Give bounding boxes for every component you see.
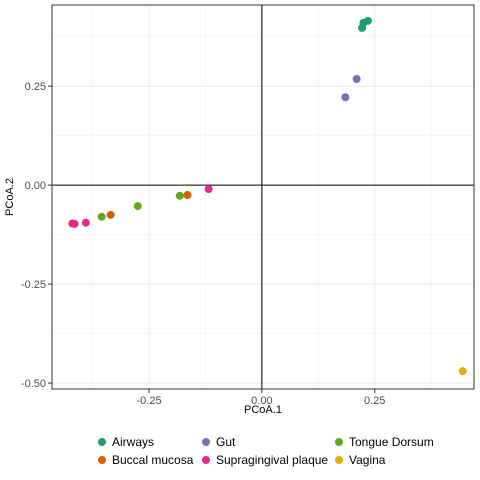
- reference-lines: [52, 5, 474, 389]
- legend-label: Airways: [112, 435, 154, 449]
- axis-ticks: -0.25 0.00 0.25 -0.50 -0.25 0.00 0.25: [21, 81, 385, 407]
- data-point-airways: [358, 23, 367, 32]
- data-point-buccal-mucosa: [183, 191, 192, 200]
- legend-label: Tongue Dorsum: [349, 435, 434, 449]
- panel-border: [51, 4, 475, 390]
- legend-key: [335, 456, 343, 464]
- x-axis-title: PCoA.1: [244, 404, 282, 416]
- y-tick-label: 0.25: [25, 81, 46, 93]
- data-point-gut: [341, 93, 350, 102]
- legend: Airways Buccal mucosa Gut Supragingival pla…: [98, 435, 434, 467]
- y-tick-label: -0.25: [21, 279, 46, 291]
- y-axis-title: PCoA.2: [4, 178, 16, 216]
- data-points: [68, 16, 467, 376]
- data-point-tongue-dorsum: [97, 212, 106, 221]
- data-point-vagina: [458, 367, 467, 376]
- legend-item-vagina: Vagina: [335, 453, 386, 467]
- legend-item-gut: Gut: [202, 435, 236, 449]
- data-point-buccal-mucosa: [106, 210, 115, 219]
- legend-item-airways: Airways: [98, 435, 154, 449]
- legend-key: [98, 438, 106, 446]
- y-tick-label: -0.50: [21, 378, 46, 390]
- data-point-tongue-dorsum: [133, 202, 142, 211]
- data-point-supragingival-plaque: [204, 185, 213, 194]
- legend-label: Supragingival plaque: [216, 453, 328, 467]
- legend-key: [202, 438, 210, 446]
- legend-label: Buccal mucosa: [112, 453, 194, 467]
- data-point-gut: [352, 75, 361, 84]
- legend-key: [98, 456, 106, 464]
- data-point-supragingival-plaque: [68, 219, 77, 228]
- x-tick-label: 0.00: [251, 395, 272, 407]
- data-point-tongue-dorsum: [175, 191, 184, 200]
- legend-item-tongue-dorsum: Tongue Dorsum: [335, 435, 434, 449]
- legend-key: [202, 456, 210, 464]
- x-tick-label: -0.25: [136, 395, 161, 407]
- legend-key: [335, 438, 343, 446]
- x-tick-label: 0.25: [364, 395, 385, 407]
- legend-label: Gut: [216, 435, 236, 449]
- legend-item-supragingival-plaque: Supragingival plaque: [202, 453, 328, 467]
- data-point-supragingival-plaque: [81, 218, 90, 227]
- y-tick-label: 0.00: [25, 180, 46, 192]
- legend-item-buccal-mucosa: Buccal mucosa: [98, 453, 194, 467]
- legend-label: Vagina: [349, 453, 386, 467]
